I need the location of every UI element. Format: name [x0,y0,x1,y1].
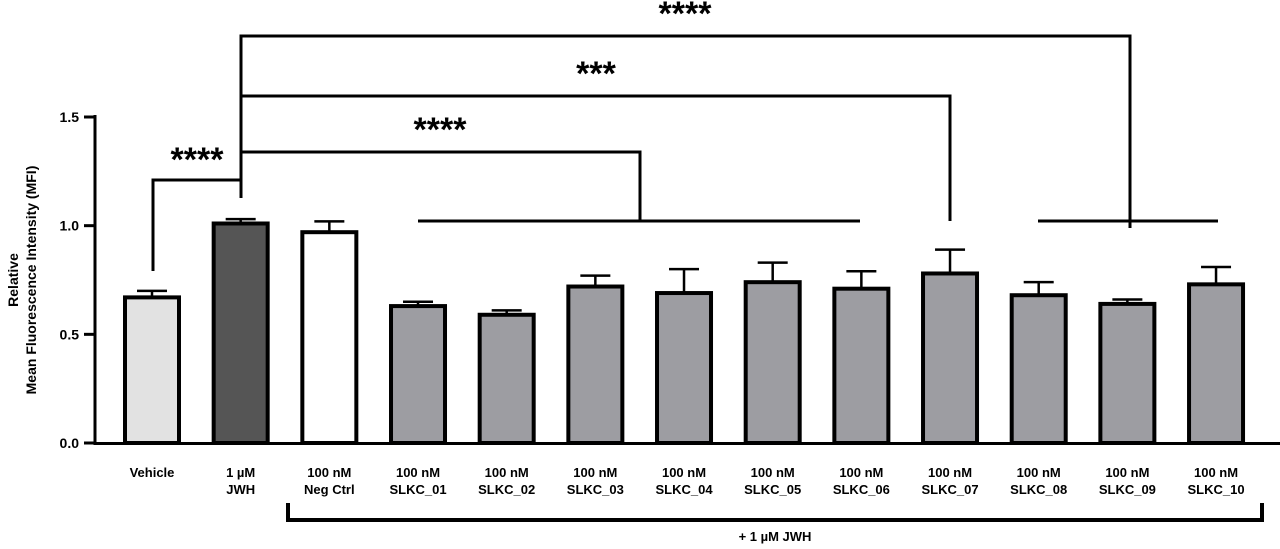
significance-bracket [239,94,952,221]
x-tick-label-line2: SLKC_03 [567,482,624,497]
bar [566,284,625,445]
significance-label: **** [414,111,468,149]
x-tick-label: 100 nM [1105,465,1149,480]
group-label: + 1 µM JWH [739,529,812,544]
bar [921,271,980,446]
x-tick-label-line2: SLKC_06 [833,482,890,497]
x-tick-label-line2: SLKC_09 [1099,482,1156,497]
significance-bracket [239,34,1132,228]
bar [1009,293,1068,446]
significance-label: **** [171,141,225,179]
x-tick-label-line2: SLKC_01 [389,482,446,497]
x-tick-label: Vehicle [130,465,175,480]
bars-layer [123,217,1246,446]
x-tick-label: 100 nM [307,465,351,480]
bar [300,230,359,445]
bar [655,291,714,446]
x-tick-label-line2: SLKC_04 [655,482,713,497]
x-tick-label: 100 nM [1017,465,1061,480]
bar [389,304,448,445]
y-ticks-layer: 0.0 0.5 1.0 1.5 [60,109,95,451]
y-tick-label: 1.5 [60,109,80,125]
y-axis-title-line2: Mean Fluorescence Intensity (MFI) [23,166,39,395]
x-tick-label: 100 nM [662,465,706,480]
x-tick-label: 100 nM [839,465,883,480]
bar [832,286,891,445]
bar [211,221,270,445]
x-tick-label: 100 nM [396,465,440,480]
x-tick-label: 100 nM [485,465,529,480]
x-tick-label-line2: SLKC_02 [478,482,535,497]
bar [477,312,536,446]
x-tick-label-line2: SLKC_08 [1010,482,1067,497]
x-tick-label: 100 nM [573,465,617,480]
x-tick-label: 100 nM [751,465,795,480]
x-tick-label-line2: Neg Ctrl [304,482,355,497]
x-tick-label: 100 nM [1194,465,1238,480]
significance-label: *** [576,55,616,93]
x-tick-label: 1 µM [226,465,255,480]
significance-bracket [239,150,642,221]
significance-layer: *************** [151,0,1218,271]
y-tick-label: 1.0 [60,218,80,234]
x-tick-label-line2: SLKC_07 [921,482,978,497]
y-tick-label: 0.0 [60,435,80,451]
category-labels-layer: Vehicle 1 µM JWH 100 nM Neg Ctrl 100 nM SLKC_0… [130,465,1245,497]
y-tick-label: 0.5 [60,326,80,342]
bar [1098,301,1157,446]
x-tick-label: 100 nM [928,465,972,480]
significance-label: **** [659,0,713,33]
bar [1187,282,1246,446]
x-tick-label-line2: JWH [226,482,255,497]
group-bracket [286,503,1264,522]
axes-layer [93,115,1280,445]
y-axis-title-line1: Relative [5,253,21,307]
x-tick-label-line2: SLKC_10 [1188,482,1245,497]
bar [123,295,181,445]
bar [743,280,802,445]
x-tick-label-line2: SLKC_05 [744,482,801,497]
